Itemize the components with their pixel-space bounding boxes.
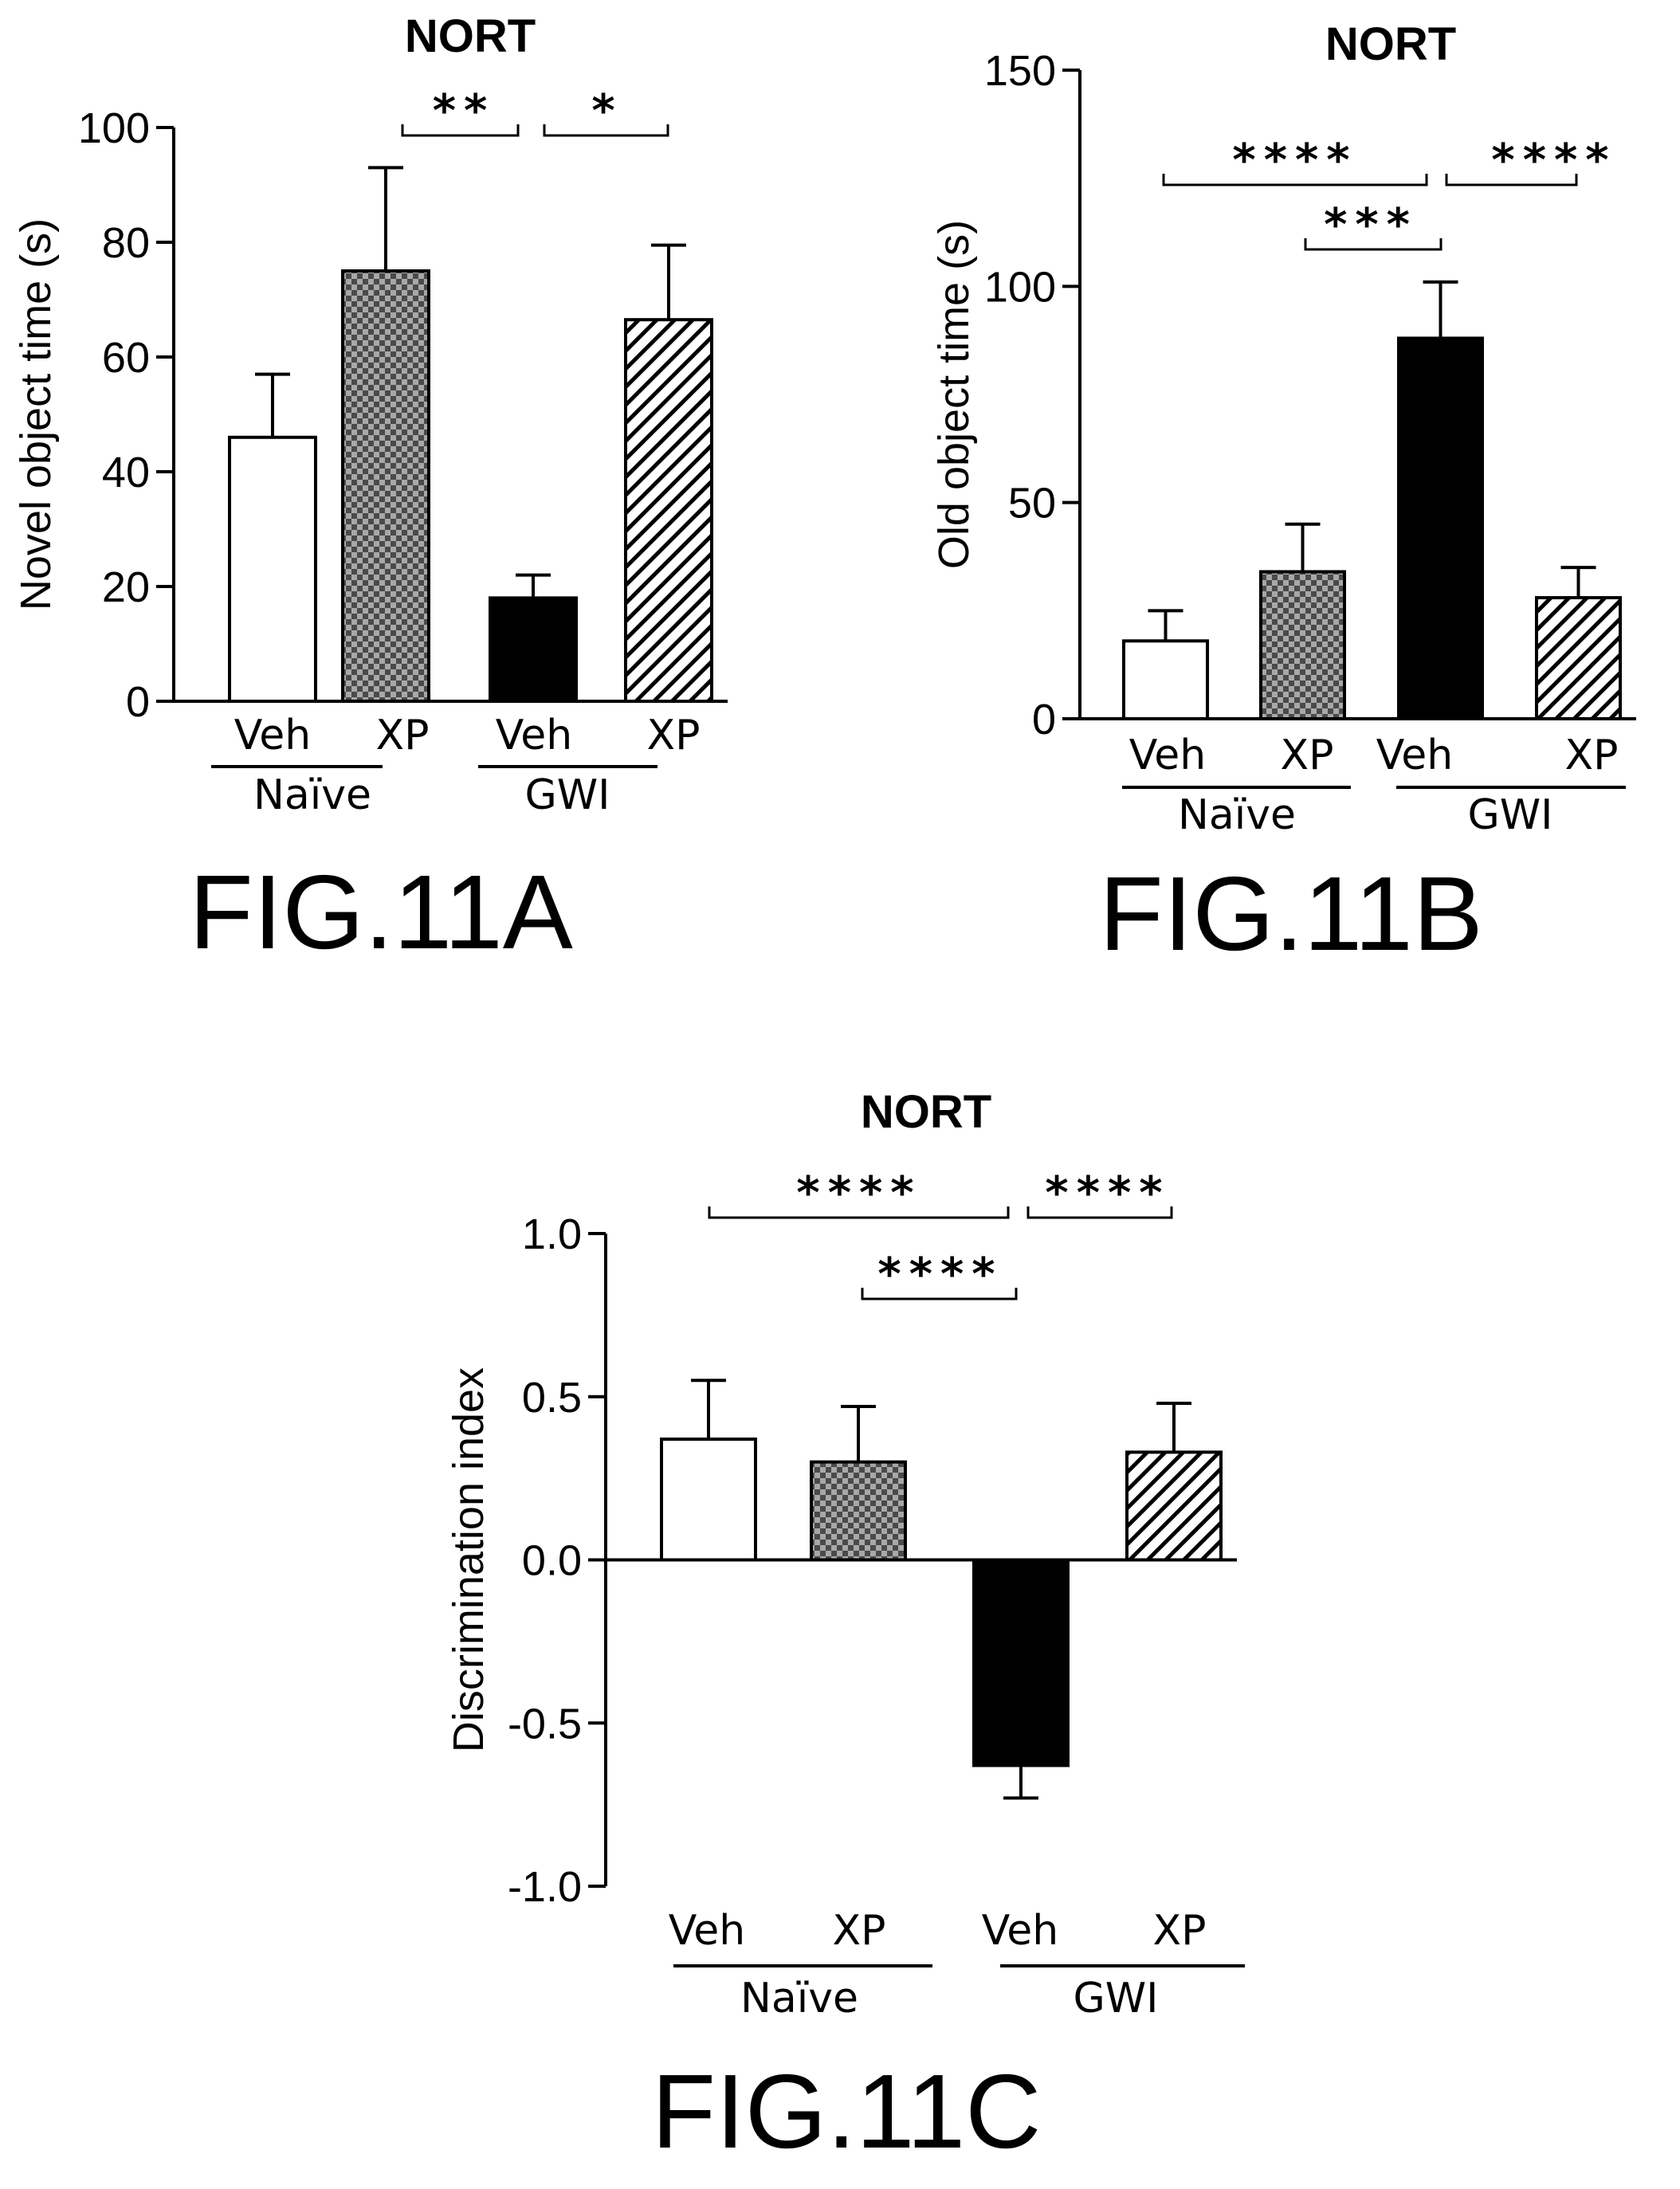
x-category-label: XP xyxy=(376,712,430,759)
group-label: GWI xyxy=(1467,791,1552,839)
bar xyxy=(810,1460,907,1562)
y-tick-label: 1.0 xyxy=(522,1210,582,1258)
y-tick-label: 60 xyxy=(102,334,150,382)
bar xyxy=(341,269,430,703)
y-tick-label: 40 xyxy=(102,449,150,496)
significance-bracket xyxy=(1026,1206,1173,1219)
y-tick-label: 0 xyxy=(1032,696,1056,743)
bar xyxy=(1259,570,1346,721)
significance-label: **** xyxy=(877,1249,1003,1300)
y-tick-label: 0.5 xyxy=(522,1374,582,1422)
significance-label: *** xyxy=(1324,199,1418,251)
group-label: GWI xyxy=(1073,1975,1158,2022)
y-axis-label: Novel object time (s) xyxy=(12,218,60,610)
panel-fig-11a: NORT Novel object time (s) 0 20 40 60 80 100 Veh… xyxy=(12,10,728,971)
y-tick-label: 150 xyxy=(984,47,1056,95)
y-tick-label: -1.0 xyxy=(508,1863,582,1911)
significance-label: **** xyxy=(796,1167,921,1219)
bar xyxy=(1125,1450,1223,1562)
bar xyxy=(624,318,713,703)
significance-bracket xyxy=(543,124,669,137)
y-tick-label: -0.5 xyxy=(508,1700,582,1748)
x-category-label: XP xyxy=(1153,1907,1207,1955)
y-tick-label: 20 xyxy=(102,563,150,611)
chart-title: NORT xyxy=(861,1086,991,1138)
y-tick-label: 0.0 xyxy=(522,1537,582,1585)
x-category-label: XP xyxy=(833,1907,886,1955)
chart-title: NORT xyxy=(1325,18,1456,70)
group-label: Naïve xyxy=(740,1975,858,2022)
significance-label: **** xyxy=(1045,1167,1170,1219)
figure-label: FIG.11A xyxy=(189,853,573,971)
chart-title: NORT xyxy=(405,10,536,62)
bar xyxy=(972,1558,1070,1767)
x-category-label: Veh xyxy=(1376,732,1453,779)
y-axis-label: Old object time (s) xyxy=(930,220,978,569)
significance-bracket xyxy=(1445,174,1578,186)
significance-label: **** xyxy=(1232,135,1357,186)
figure-label: FIG.11B xyxy=(1099,855,1483,972)
significance-label: * xyxy=(591,85,622,137)
y-tick-label: 100 xyxy=(984,263,1056,311)
bar xyxy=(660,1437,757,1562)
x-category-label: Veh xyxy=(982,1907,1058,1955)
x-category-label: Veh xyxy=(496,712,572,759)
significance-label: ** xyxy=(433,85,496,137)
x-category-label: Veh xyxy=(1129,732,1206,779)
bar xyxy=(1122,639,1209,721)
significance-bracket xyxy=(401,124,520,137)
group-label: Naïve xyxy=(1178,791,1296,839)
y-tick-label: 100 xyxy=(78,104,150,152)
significance-bracket xyxy=(1304,238,1443,251)
y-tick-label: 80 xyxy=(102,219,150,267)
bar xyxy=(1535,596,1622,721)
bar xyxy=(489,596,578,704)
panel-fig-11c: NORT Discrimination index -1.0 -0.5 0.0 0.5 1.… xyxy=(445,1086,1245,2170)
group-label: GWI xyxy=(524,771,610,819)
x-category-label: Veh xyxy=(669,1907,745,1955)
y-axis-label: Discrimination index xyxy=(445,1367,493,1752)
y-tick-label: 0 xyxy=(126,678,150,726)
figure-label: FIG.11C xyxy=(651,2053,1041,2170)
significance-label: **** xyxy=(1491,135,1616,186)
panel-fig-11b: NORT Old object time (s) 0 50 100 150 Veh XP Veh… xyxy=(930,18,1636,972)
y-tick-label: 50 xyxy=(1008,480,1056,528)
x-category-label: Veh xyxy=(234,712,311,759)
bar xyxy=(1397,336,1484,720)
x-category-label: XP xyxy=(647,712,701,759)
group-label: Naïve xyxy=(253,771,371,819)
significance-bracket xyxy=(708,1206,1010,1219)
x-category-label: XP xyxy=(1565,732,1619,779)
x-category-label: XP xyxy=(1281,732,1334,779)
bar xyxy=(228,435,317,703)
significance-bracket xyxy=(861,1288,1018,1300)
significance-bracket xyxy=(1162,174,1428,186)
